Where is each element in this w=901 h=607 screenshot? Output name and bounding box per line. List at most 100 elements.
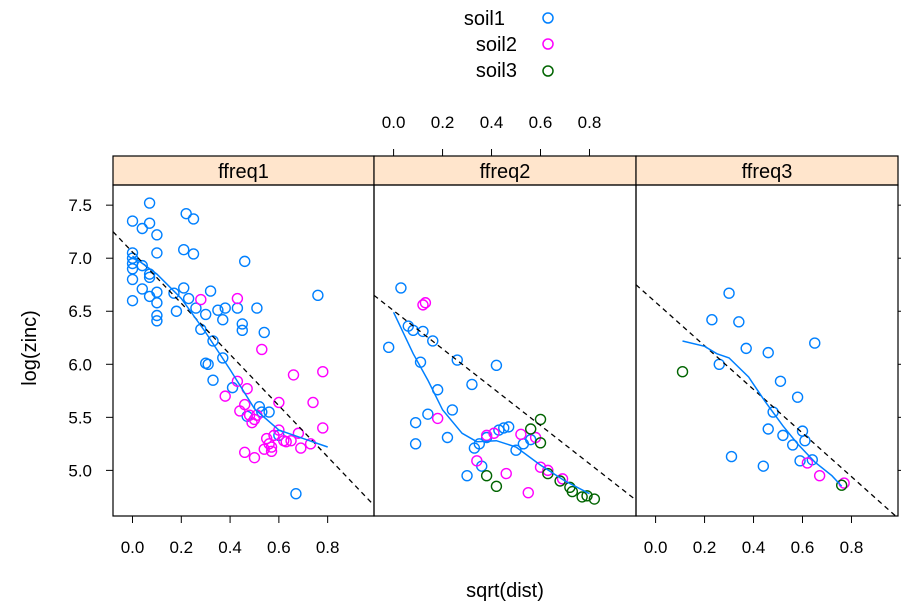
legend-marker-soil1 (542, 12, 554, 24)
x-tick-label: 0.0 (644, 538, 668, 557)
y-tick-label: 5.0 (68, 461, 92, 480)
data-point-soil2 (556, 473, 569, 485)
data-point-soil1 (796, 425, 809, 437)
panel-content (374, 282, 636, 505)
y-tick-label: 6.0 (68, 355, 92, 374)
data-point-soil1 (733, 316, 745, 328)
data-point-soil2 (515, 428, 527, 441)
data-point-soil1 (713, 358, 725, 370)
data-point-soil1 (143, 271, 156, 283)
data-point-soil1 (231, 302, 244, 314)
data-point-soil1 (809, 337, 821, 349)
data-point-soil1 (151, 315, 163, 327)
data-point-soil1 (178, 244, 190, 256)
data-point-soil2 (801, 457, 814, 469)
axes: 0.0 0.2 0.4 0.6 0.8 0.0 0.2 0.4 0.6 0.8 0.0 0.2 0.4 0… (68, 113, 901, 557)
x-tick-label: 0.4 (480, 113, 504, 132)
strip-ffreq2: ffreq2 (373, 155, 637, 186)
data-point-soil1 (395, 282, 407, 294)
data-point-soil3 (676, 366, 689, 378)
data-point-soil2 (260, 432, 273, 445)
data-point-soil1 (212, 304, 224, 316)
data-point-soil1 (725, 450, 738, 463)
data-point-soil1 (190, 302, 202, 314)
panel-content (636, 284, 897, 516)
data-point-soil1 (382, 341, 395, 354)
data-point-soil1 (136, 259, 148, 272)
x-tick-label: 0.6 (791, 538, 815, 557)
x-tick-label: 0.2 (693, 538, 717, 557)
data-point-soil1 (461, 469, 473, 482)
data-point-soil2 (304, 438, 317, 450)
data-point-soil1 (706, 314, 718, 326)
data-point-soil1 (517, 438, 530, 450)
data-point-soil2 (248, 451, 261, 464)
legend-marker-soil3 (542, 65, 554, 77)
data-point-soil1 (740, 342, 752, 355)
data-point-soil3 (588, 493, 601, 505)
data-point-soil1 (207, 374, 219, 386)
strip-label-ffreq1: ffreq1 (218, 161, 269, 183)
legend-label-soil1: soil1 (464, 8, 505, 30)
data-point-soil1 (762, 346, 774, 359)
data-point-soil1 (126, 294, 139, 307)
data-point-soil1 (290, 488, 302, 500)
strip-label-ffreq2: ffreq2 (480, 161, 531, 183)
data-point-soil1 (451, 354, 463, 366)
regression-line (636, 284, 897, 516)
y-tick-label: 5.5 (68, 408, 92, 427)
x-tick-label: 0.2 (431, 113, 455, 132)
data-point-soil2 (488, 427, 500, 439)
data-point-soil2 (273, 396, 285, 409)
regression-line (113, 231, 374, 506)
data-point-soil2 (231, 292, 244, 305)
data-point-soil3 (534, 413, 547, 426)
data-point-soil2 (265, 445, 278, 457)
data-point-soil1 (466, 378, 478, 391)
x-tick-label: 0.0 (382, 113, 406, 132)
data-point-soil2 (317, 422, 329, 434)
data-point-soil1 (187, 248, 200, 260)
data-point-soil1 (473, 438, 485, 450)
data-point-soil3 (490, 480, 503, 492)
x-tick-label: 0.4 (742, 538, 766, 557)
data-point-soil1 (126, 273, 139, 286)
data-point-soil2 (838, 477, 850, 489)
data-point-soil2 (265, 441, 278, 453)
data-point-soil2 (813, 469, 826, 482)
data-point-soil1 (151, 286, 163, 298)
strip-ffreq3: ffreq3 (635, 155, 899, 186)
data-point-soil2 (471, 455, 483, 467)
data-point-soil1 (427, 335, 439, 347)
data-point-soil1 (417, 325, 429, 338)
data-point-soil2 (256, 343, 268, 356)
data-point-soil1 (219, 302, 231, 314)
strip-label-ffreq3: ffreq3 (742, 161, 793, 183)
data-point-soil1 (794, 455, 806, 467)
y-tick-label: 6.5 (68, 302, 92, 321)
data-point-soil1 (409, 438, 422, 450)
data-point-soil2 (195, 293, 207, 306)
strip-background (112, 155, 375, 186)
panel-ffreq3 (635, 184, 899, 517)
strip-background (373, 155, 637, 186)
data-point-soil1 (178, 282, 190, 294)
data-point-soil1 (777, 429, 789, 442)
data-point-soil1 (251, 302, 263, 314)
y-tick-label: 7.5 (68, 196, 92, 215)
data-point-soil3 (534, 437, 547, 449)
data-point-soil2 (239, 446, 251, 459)
data-point-soil1 (126, 215, 139, 227)
strip-ffreq1: ffreq1 (112, 155, 375, 186)
data-point-soil1 (409, 416, 422, 429)
data-point-soil3 (525, 423, 537, 435)
legend: soil1 soil2 soil3 (464, 8, 554, 82)
data-point-soil2 (295, 442, 307, 454)
data-point-soil1 (143, 217, 156, 229)
y-tick-label: 7.0 (68, 249, 92, 268)
data-point-soil1 (151, 247, 163, 259)
data-point-soil1 (490, 359, 503, 372)
data-point-soil1 (143, 197, 156, 209)
data-point-soil1 (168, 287, 180, 299)
